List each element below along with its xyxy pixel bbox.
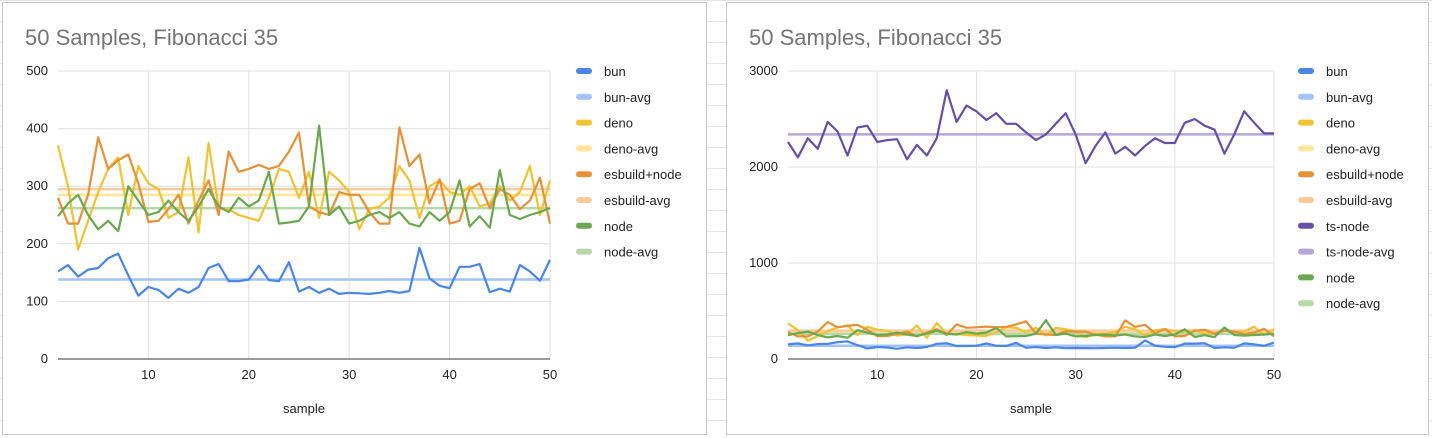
series-line-deno <box>56 141 552 251</box>
legend-label-deno-avg: deno-avg <box>604 141 658 156</box>
legend-swatch-ts-node-avg <box>1298 248 1314 255</box>
legend-label-esbuild-plus-node: esbuild+node <box>1326 167 1404 182</box>
y-tick-label: 3000 <box>749 63 778 78</box>
x-tick-label: 30 <box>342 367 356 382</box>
series-line-esbuild-plus-node <box>56 126 552 225</box>
legend-swatch-bun-avg <box>1298 93 1314 100</box>
x-tick-label: 20 <box>242 367 256 382</box>
y-tick-label: 0 <box>41 351 48 366</box>
legend-swatch-node <box>1298 274 1314 281</box>
chart-title: 50 Samples, Fibonacci 35 <box>25 25 278 50</box>
legend-label-deno: deno <box>604 116 633 131</box>
y-tick-label: 1000 <box>749 255 778 270</box>
series-line-ts-node <box>787 89 1274 165</box>
legend-label-node: node <box>1326 270 1355 285</box>
legend-label-ts-node-avg: ts-node-avg <box>1326 245 1395 260</box>
x-axis-title: sample <box>1010 401 1052 416</box>
x-axis-title: sample <box>283 401 325 416</box>
legend-swatch-node-avg <box>576 248 592 255</box>
y-tick-label: 500 <box>26 63 48 78</box>
legend-swatch-bun-avg <box>576 93 592 100</box>
legend-label-node: node <box>604 219 633 234</box>
series-line-bun <box>57 246 551 299</box>
legend-swatch-deno <box>576 119 592 126</box>
x-tick-label: 40 <box>1168 367 1182 382</box>
y-tick-label: 300 <box>26 178 48 193</box>
chart-title: 50 Samples, Fibonacci 35 <box>749 25 1002 50</box>
legend-swatch-deno <box>1298 119 1314 126</box>
legend-swatch-esbuild-avg <box>576 197 592 203</box>
series-line-node <box>57 124 551 233</box>
legend-label-bun: bun <box>604 64 626 79</box>
chart-right[interactable]: 50 Samples, Fibonacci 35 0 1000 2000 3000 10 2… <box>726 2 1429 435</box>
chart-left-svg: 50 Samples, Fibonacci 35 0 100 200 300 400 500… <box>25 25 682 416</box>
legend-label-ts-node: ts-node <box>1326 219 1369 234</box>
y-tick-label: 2000 <box>749 159 778 174</box>
x-tick-label: 50 <box>543 367 557 382</box>
legend-swatch-ts-node <box>1298 222 1314 229</box>
legend-swatch-esbuild-plus-node <box>1298 171 1314 178</box>
x-tick-label: 50 <box>1267 367 1281 382</box>
y-tick-label: 400 <box>26 121 48 136</box>
legend-label-esbuild-plus-node: esbuild+node <box>604 167 682 182</box>
x-tick-label: 30 <box>1068 367 1082 382</box>
legend-swatch-bun <box>576 68 592 74</box>
y-tick-label: 200 <box>26 236 48 251</box>
legend-label-deno: deno <box>1326 116 1355 131</box>
series-line-esbuild-plus-node <box>787 319 1275 338</box>
legend-label-node-avg: node-avg <box>1326 296 1380 311</box>
legend-label-deno-avg: deno-avg <box>1326 141 1380 156</box>
legend-label-node-avg: node-avg <box>604 245 658 260</box>
chart-left[interactable]: 50 Samples, Fibonacci 35 0 100 200 300 400 500… <box>2 2 707 435</box>
legend-swatch-node-avg <box>1298 300 1314 307</box>
legend-swatch-deno-avg <box>576 145 592 152</box>
legend-swatch-esbuild-avg <box>1298 197 1314 203</box>
legend-label-esbuild-avg: esbuild-avg <box>604 193 671 208</box>
series-line-node <box>787 319 1275 339</box>
legend-swatch-node <box>576 222 592 229</box>
legend-label-bun-avg: bun-avg <box>604 90 651 105</box>
legend-label-bun: bun <box>1326 64 1348 79</box>
x-tick-label: 10 <box>870 367 884 382</box>
x-tick-label: 20 <box>969 367 983 382</box>
x-tick-label: 40 <box>442 367 456 382</box>
chart-right-svg: 50 Samples, Fibonacci 35 0 1000 2000 3000 10 2… <box>749 25 1404 416</box>
x-tick-label: 10 <box>141 367 155 382</box>
legend-swatch-deno-avg <box>1298 145 1314 152</box>
y-tick-label: 0 <box>771 351 778 366</box>
series-line-bun <box>787 339 1275 350</box>
legend-swatch-bun <box>1298 68 1314 74</box>
legend-label-esbuild-avg: esbuild-avg <box>1326 193 1393 208</box>
y-tick-label: 100 <box>26 293 48 308</box>
legend-label-bun-avg: bun-avg <box>1326 90 1373 105</box>
legend-swatch-esbuild-plus-node <box>576 171 592 178</box>
